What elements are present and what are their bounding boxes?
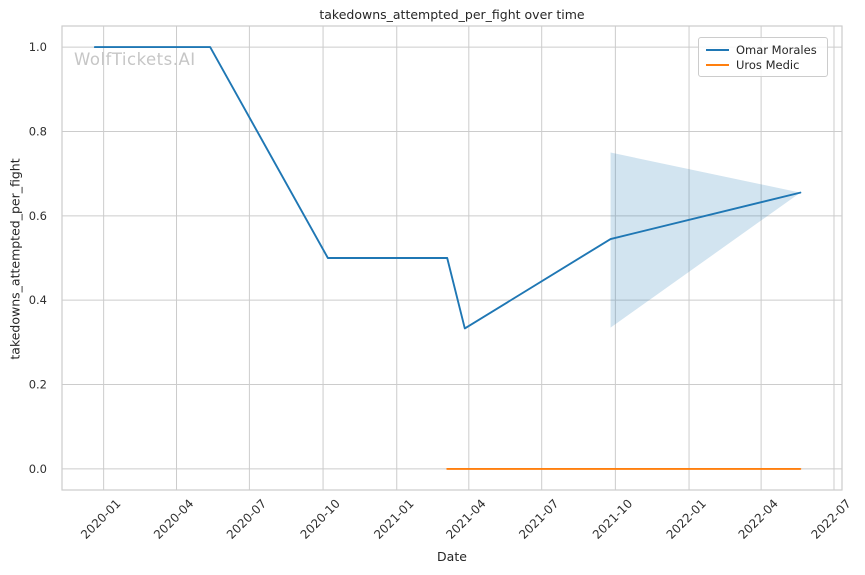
legend-line-swatch-orange <box>706 63 729 66</box>
x-tick-label: 2020-10 <box>298 496 343 541</box>
legend-line-swatch-blue <box>706 48 729 51</box>
x-tick-label: 2021-04 <box>443 496 488 541</box>
legend-label-omar-morales: Omar Morales <box>736 42 817 57</box>
x-tick-label: 2020-01 <box>78 496 123 541</box>
x-tick-label: 2021-01 <box>371 496 416 541</box>
y-tick-label: 0.6 <box>29 209 47 223</box>
series-line-omar-morales <box>93 46 802 330</box>
legend-item-uros-medic: Uros Medic <box>706 58 821 72</box>
watermark-text: WolfTickets.AI <box>74 50 196 69</box>
legend: Omar Morales Uros Medic <box>698 37 828 77</box>
x-tick-label: 2021-10 <box>590 496 635 541</box>
legend-item-omar-morales: Omar Morales <box>706 43 821 57</box>
legend-label-uros-medic: Uros Medic <box>736 57 800 72</box>
y-tick-label: 0.2 <box>29 378 47 392</box>
y-axis-label: takedowns_attempted_per_fight <box>7 158 23 360</box>
x-tick-label: 2020-04 <box>151 496 196 541</box>
x-tick-label: 2022-04 <box>736 496 781 541</box>
y-tick-label: 0.0 <box>29 462 47 476</box>
x-axis-label: Date <box>437 549 467 564</box>
confidence-band-omar-morales <box>610 152 801 328</box>
x-tick-label: 2020-07 <box>224 496 269 541</box>
y-tick-label: 0.8 <box>29 124 47 138</box>
chart-title: takedowns_attempted_per_fight over time <box>319 7 585 22</box>
x-tick-label: 2021-07 <box>516 496 561 541</box>
x-tick-label: 2022-01 <box>664 496 709 541</box>
y-tick-label: 1.0 <box>29 40 47 54</box>
y-tick-label: 0.4 <box>29 293 47 307</box>
x-tick-label: 2022-07 <box>808 496 853 541</box>
plot-border <box>61 25 843 491</box>
